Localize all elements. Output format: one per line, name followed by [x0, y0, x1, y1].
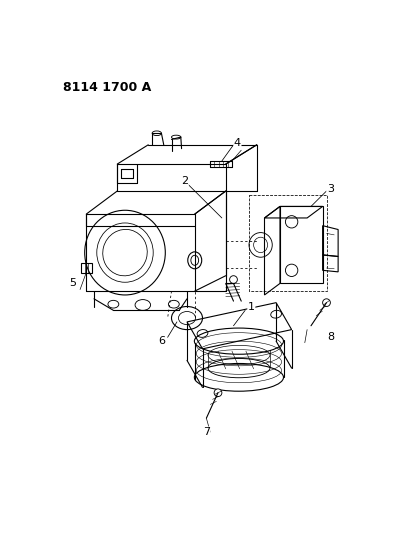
- Circle shape: [230, 276, 238, 284]
- Text: 7: 7: [203, 427, 210, 437]
- Text: 3: 3: [327, 184, 334, 193]
- Circle shape: [323, 299, 330, 306]
- Text: 4: 4: [234, 138, 241, 148]
- Text: 5: 5: [69, 278, 76, 288]
- Text: 8114 1700 A: 8114 1700 A: [63, 81, 151, 94]
- Circle shape: [214, 389, 222, 397]
- Text: 6: 6: [159, 336, 166, 346]
- Text: 8: 8: [327, 332, 334, 342]
- Text: 1: 1: [248, 302, 255, 311]
- Text: 2: 2: [181, 176, 188, 186]
